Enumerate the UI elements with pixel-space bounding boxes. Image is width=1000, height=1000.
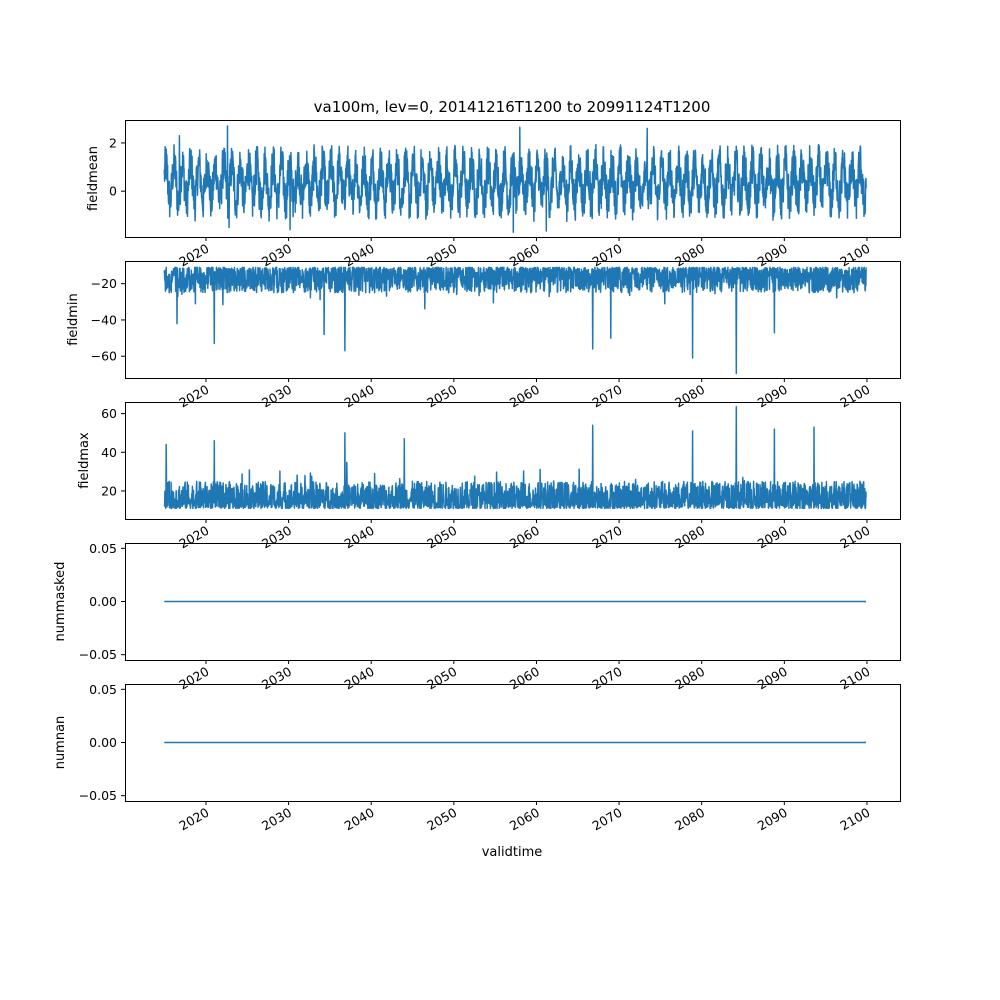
axes-frame (125, 120, 901, 238)
y-axis-label: fieldmax (77, 432, 92, 489)
x-axis-label: validtime (482, 845, 543, 860)
x-tick-label: 2050 (424, 664, 459, 693)
x-tick-label: 2030 (259, 241, 294, 270)
series-fieldmin (163, 266, 867, 375)
x-tick-label: 2030 (259, 664, 294, 693)
x-tick-label: 2090 (755, 805, 790, 834)
subplot-numnan: 0.05 0.00 −0.05 numnan 2020 2030 2040 2050 2060 2… (53, 682, 901, 834)
x-tick-label: 2100 (837, 664, 872, 693)
subplot-fieldmean: 2 0 fieldmean 2020 2030 2040 2050 2060 2070 2080 2… (86, 120, 901, 270)
y-axis-label: fieldmin (66, 293, 81, 346)
x-tick-label: 2060 (507, 241, 542, 270)
x-tick-label: 2030 (259, 382, 294, 411)
x-tick-label: 2020 (176, 805, 211, 834)
y-tick-label: −20 (91, 276, 117, 291)
x-tick-label: 2040 (342, 241, 377, 270)
x-tick-label: 2060 (507, 382, 542, 411)
x-tick-label: 2070 (590, 664, 625, 693)
x-tick-label: 2040 (342, 523, 377, 552)
y-tick-label: 60 (101, 406, 117, 421)
x-tick-label: 2050 (424, 382, 459, 411)
x-tick-label: 2050 (424, 805, 459, 834)
x-tick-label: 2090 (755, 664, 790, 693)
x-tick-label: 2040 (342, 382, 377, 411)
x-tick-label: 2060 (507, 664, 542, 693)
x-tick-label: 2080 (672, 664, 707, 693)
y-tick-label: 0.00 (89, 735, 117, 750)
y-tick-label: 0.05 (89, 682, 117, 697)
x-tick-label: 2050 (424, 241, 459, 270)
x-tick-label: 2100 (837, 382, 872, 411)
x-tick-label: 2080 (672, 805, 707, 834)
x-tick-label: 2090 (755, 523, 790, 552)
x-tick-label: 2020 (176, 523, 211, 552)
x-tick-label: 2100 (837, 805, 872, 834)
x-tick-label: 2030 (259, 805, 294, 834)
x-tick-label: 2040 (342, 664, 377, 693)
x-tick-label: 2100 (837, 523, 872, 552)
axes-frame (125, 543, 901, 661)
y-tick-label: −40 (91, 312, 117, 327)
y-axis-label: nummasked (53, 562, 68, 642)
y-axis-label: fieldmean (86, 146, 101, 211)
x-tick-label: 2060 (507, 805, 542, 834)
x-tick-label: 2050 (424, 523, 459, 552)
y-axis-label: numnan (53, 716, 68, 770)
axes-frame (125, 261, 901, 379)
y-tick-label: 20 (101, 483, 117, 498)
x-tick-label: 2040 (342, 805, 377, 834)
y-tick-label: 2 (109, 135, 117, 150)
y-tick-label: 0.00 (89, 594, 117, 609)
x-tick-label: 2070 (590, 382, 625, 411)
series-fieldmean (163, 125, 867, 233)
y-tick-label: −0.05 (79, 788, 117, 803)
x-tick-label: 2080 (672, 241, 707, 270)
x-tick-label: 2080 (672, 382, 707, 411)
x-tick-label: 2070 (590, 805, 625, 834)
y-tick-label: 0.05 (89, 541, 117, 556)
x-tick-label: 2060 (507, 523, 542, 552)
axes-frame (125, 402, 901, 520)
series-fieldmax (163, 406, 867, 510)
x-tick-label: 2080 (672, 523, 707, 552)
subplot-nummasked: 0.05 0.00 −0.05 nummasked 2020 2030 2040 2050 20… (53, 541, 901, 693)
y-tick-label: 0 (109, 184, 117, 199)
x-tick-label: 2090 (755, 382, 790, 411)
x-tick-label: 2020 (176, 241, 211, 270)
y-tick-label: −60 (91, 349, 117, 364)
x-tick-label: 2100 (837, 241, 872, 270)
x-tick-label: 2030 (259, 523, 294, 552)
x-tick-label: 2070 (590, 523, 625, 552)
x-tick-label: 2070 (590, 241, 625, 270)
x-tick-label: 2020 (176, 664, 211, 693)
axes-frame (125, 684, 901, 802)
y-tick-label: 40 (101, 445, 117, 460)
x-tick-label: 2090 (755, 241, 790, 270)
chart-title: va100m, lev=0, 20141216T1200 to 20991124… (314, 98, 711, 116)
x-tick-label: 2020 (176, 382, 211, 411)
y-tick-label: −0.05 (79, 647, 117, 662)
subplot-fieldmin: −20 −40 −60 fieldmin 2020 2030 2040 2050 2060 207… (66, 261, 901, 411)
